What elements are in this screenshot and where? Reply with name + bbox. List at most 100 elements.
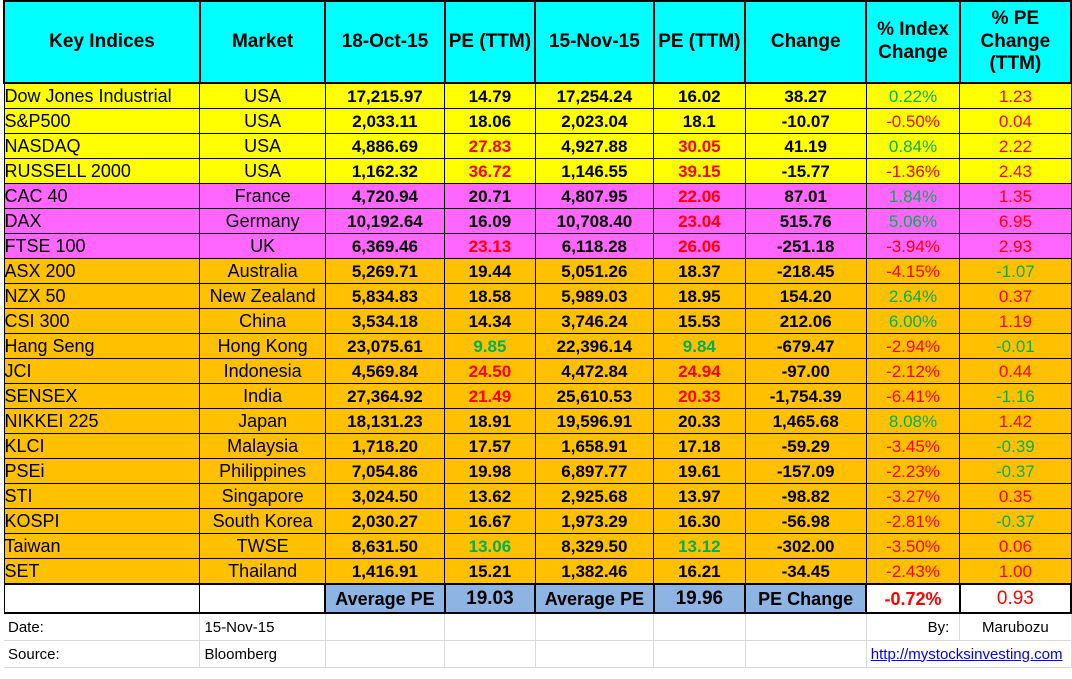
change-cell[interactable]: -34.45 bbox=[744, 558, 867, 585]
index-name-cell[interactable]: NASDAQ bbox=[3, 133, 201, 159]
date-value[interactable]: 15-Nov-15 bbox=[199, 613, 326, 641]
pct-pe-change-cell[interactable]: 2.93 bbox=[959, 233, 1072, 259]
index-name-cell[interactable]: CAC 40 bbox=[3, 183, 201, 209]
index-name-cell[interactable]: Dow Jones Industrial bbox=[3, 82, 201, 109]
value-18-oct-cell[interactable]: 23,075.61 bbox=[324, 333, 446, 359]
pct-pe-change-cell[interactable]: 1.00 bbox=[959, 558, 1072, 585]
pe-18-oct-cell[interactable]: 18.91 bbox=[444, 408, 536, 434]
pe-18-oct-cell[interactable]: 16.09 bbox=[444, 208, 536, 234]
value-18-oct-cell[interactable]: 5,834.83 bbox=[324, 283, 446, 309]
pct-pe-change-cell[interactable]: -1.07 bbox=[959, 258, 1072, 284]
pct-pe-change-cell[interactable]: -0.01 bbox=[959, 333, 1072, 359]
pct-index-change-cell[interactable]: -3.45% bbox=[865, 433, 961, 459]
pe-18-oct-cell[interactable]: 24.50 bbox=[444, 358, 536, 384]
pe-15-nov-cell[interactable]: 15.53 bbox=[653, 308, 746, 334]
value-15-nov-cell[interactable]: 1,382.46 bbox=[534, 558, 655, 585]
pe-18-oct-cell[interactable]: 27.83 bbox=[444, 133, 536, 159]
header-date-2[interactable]: 15-Nov-15 bbox=[534, 0, 655, 84]
index-name-cell[interactable]: RUSSELL 2000 bbox=[3, 158, 201, 184]
index-name-cell[interactable]: KOSPI bbox=[3, 508, 201, 534]
value-18-oct-cell[interactable]: 4,886.69 bbox=[324, 133, 446, 159]
value-18-oct-cell[interactable]: 18,131.23 bbox=[324, 408, 446, 434]
change-cell[interactable]: -679.47 bbox=[744, 333, 867, 359]
pct-pe-change-cell[interactable]: 2.43 bbox=[959, 158, 1072, 184]
average-pct-index-change[interactable]: -0.72% bbox=[865, 583, 961, 614]
pe-change-label[interactable]: PE Change bbox=[744, 583, 868, 614]
value-18-oct-cell[interactable]: 3,534.18 bbox=[324, 308, 446, 334]
pct-pe-change-cell[interactable]: 0.44 bbox=[959, 358, 1072, 384]
website-link[interactable]: http://mystocksinvesting.com bbox=[870, 645, 1063, 663]
market-cell[interactable]: Hong Kong bbox=[199, 333, 326, 359]
pct-pe-change-cell[interactable]: 0.35 bbox=[959, 483, 1072, 509]
value-15-nov-cell[interactable]: 1,973.29 bbox=[534, 508, 655, 534]
average-blank-cell[interactable] bbox=[199, 583, 326, 614]
pct-pe-change-cell[interactable]: 6.95 bbox=[959, 208, 1072, 234]
pe-18-oct-cell[interactable]: 23.13 bbox=[444, 233, 536, 259]
pe-15-nov-cell[interactable]: 13.12 bbox=[653, 533, 746, 559]
pe-18-oct-cell[interactable]: 17.57 bbox=[444, 433, 536, 459]
change-cell[interactable]: -15.77 bbox=[744, 158, 867, 184]
value-18-oct-cell[interactable]: 6,369.46 bbox=[324, 233, 446, 259]
value-15-nov-cell[interactable]: 22,396.14 bbox=[534, 333, 655, 359]
market-cell[interactable]: USA bbox=[199, 133, 326, 159]
value-18-oct-cell[interactable]: 4,720.94 bbox=[324, 183, 446, 209]
header-pe-1[interactable]: PE (TTM) bbox=[443, 0, 537, 84]
pct-index-change-cell[interactable]: -4.15% bbox=[865, 258, 961, 284]
header-pct-index-change[interactable]: % Index Change bbox=[865, 0, 961, 84]
header-key-indices[interactable]: Key Indices bbox=[3, 0, 201, 84]
index-name-cell[interactable]: FTSE 100 bbox=[3, 233, 201, 259]
value-15-nov-cell[interactable]: 19,596.91 bbox=[534, 408, 655, 434]
market-cell[interactable]: Thailand bbox=[199, 558, 326, 585]
pe-15-nov-cell[interactable]: 16.21 bbox=[653, 558, 746, 585]
change-cell[interactable]: 154.20 bbox=[744, 283, 867, 309]
empty-cell[interactable] bbox=[535, 613, 655, 641]
change-cell[interactable]: -157.09 bbox=[744, 458, 867, 484]
pe-18-oct-cell[interactable]: 14.34 bbox=[444, 308, 536, 334]
index-name-cell[interactable]: S&P500 bbox=[3, 108, 201, 134]
pe-15-nov-cell[interactable]: 17.18 bbox=[653, 433, 746, 459]
average-pe-value-1[interactable]: 19.03 bbox=[443, 583, 537, 614]
index-name-cell[interactable]: NZX 50 bbox=[3, 283, 201, 309]
empty-cell[interactable] bbox=[745, 613, 867, 641]
pct-index-change-cell[interactable]: 5.06% bbox=[865, 208, 961, 234]
value-15-nov-cell[interactable]: 4,472.84 bbox=[534, 358, 655, 384]
pe-15-nov-cell[interactable]: 39.15 bbox=[653, 158, 746, 184]
pct-index-change-cell[interactable]: 1.84% bbox=[865, 183, 961, 209]
change-cell[interactable]: 87.01 bbox=[744, 183, 867, 209]
pe-15-nov-cell[interactable]: 18.37 bbox=[653, 258, 746, 284]
change-cell[interactable]: 38.27 bbox=[744, 82, 867, 109]
market-cell[interactable]: Germany bbox=[199, 208, 326, 234]
pe-15-nov-cell[interactable]: 22.06 bbox=[653, 183, 746, 209]
average-pe-value-2[interactable]: 19.96 bbox=[652, 583, 747, 614]
market-cell[interactable]: China bbox=[199, 308, 326, 334]
value-15-nov-cell[interactable]: 4,807.95 bbox=[534, 183, 655, 209]
pe-15-nov-cell[interactable]: 13.97 bbox=[653, 483, 746, 509]
value-15-nov-cell[interactable]: 5,051.26 bbox=[534, 258, 655, 284]
index-name-cell[interactable]: STI bbox=[3, 483, 201, 509]
market-cell[interactable]: South Korea bbox=[199, 508, 326, 534]
pct-pe-change-cell[interactable]: -0.39 bbox=[959, 433, 1072, 459]
pct-index-change-cell[interactable]: 6.00% bbox=[865, 308, 961, 334]
pct-pe-change-cell[interactable]: 0.06 bbox=[959, 533, 1072, 559]
by-value[interactable]: Marubozu bbox=[959, 613, 1072, 641]
empty-cell[interactable] bbox=[444, 613, 536, 641]
value-15-nov-cell[interactable]: 25,610.53 bbox=[534, 383, 655, 409]
value-15-nov-cell[interactable]: 2,023.04 bbox=[534, 108, 655, 134]
empty-cell[interactable] bbox=[535, 640, 655, 668]
empty-cell[interactable] bbox=[444, 640, 536, 668]
pe-18-oct-cell[interactable]: 19.44 bbox=[444, 258, 536, 284]
empty-cell[interactable] bbox=[325, 613, 446, 641]
average-blank-cell[interactable] bbox=[3, 583, 201, 614]
pct-index-change-cell[interactable]: -6.41% bbox=[865, 383, 961, 409]
average-pe-label-1[interactable]: Average PE bbox=[324, 583, 446, 614]
pct-index-change-cell[interactable]: -2.23% bbox=[865, 458, 961, 484]
market-cell[interactable]: Malaysia bbox=[199, 433, 326, 459]
index-name-cell[interactable]: PSEi bbox=[3, 458, 201, 484]
pe-18-oct-cell[interactable]: 14.79 bbox=[444, 82, 536, 109]
market-cell[interactable]: Philippines bbox=[199, 458, 326, 484]
market-cell[interactable]: Australia bbox=[199, 258, 326, 284]
value-15-nov-cell[interactable]: 6,118.28 bbox=[534, 233, 655, 259]
index-name-cell[interactable]: SENSEX bbox=[3, 383, 201, 409]
value-15-nov-cell[interactable]: 1,146.55 bbox=[534, 158, 655, 184]
source-value[interactable]: Bloomberg bbox=[199, 640, 326, 668]
